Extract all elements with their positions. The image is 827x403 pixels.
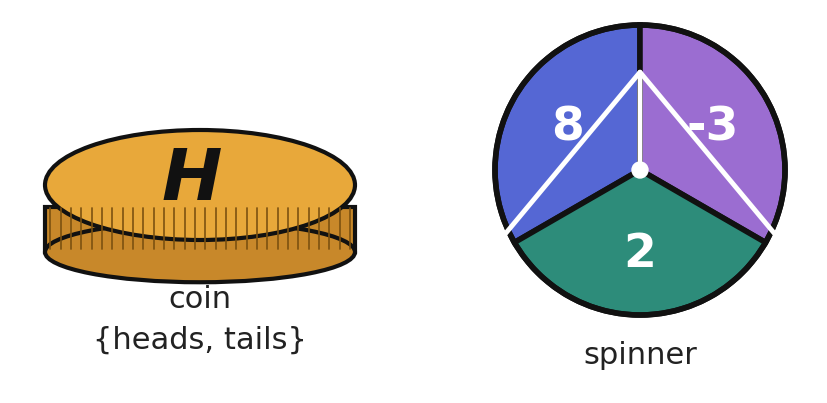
Wedge shape bbox=[639, 25, 784, 243]
Text: 2: 2 bbox=[623, 232, 656, 276]
Text: H: H bbox=[161, 147, 222, 216]
Wedge shape bbox=[514, 170, 765, 315]
Text: -3: -3 bbox=[686, 106, 739, 150]
Ellipse shape bbox=[45, 222, 355, 282]
Text: coin: coin bbox=[168, 285, 232, 314]
FancyBboxPatch shape bbox=[45, 207, 355, 252]
Text: {heads, tails}: {heads, tails} bbox=[93, 326, 307, 355]
Ellipse shape bbox=[45, 130, 355, 240]
Circle shape bbox=[631, 162, 648, 178]
Text: 8: 8 bbox=[550, 106, 583, 150]
Text: spinner: spinner bbox=[582, 341, 696, 370]
Wedge shape bbox=[495, 25, 639, 243]
